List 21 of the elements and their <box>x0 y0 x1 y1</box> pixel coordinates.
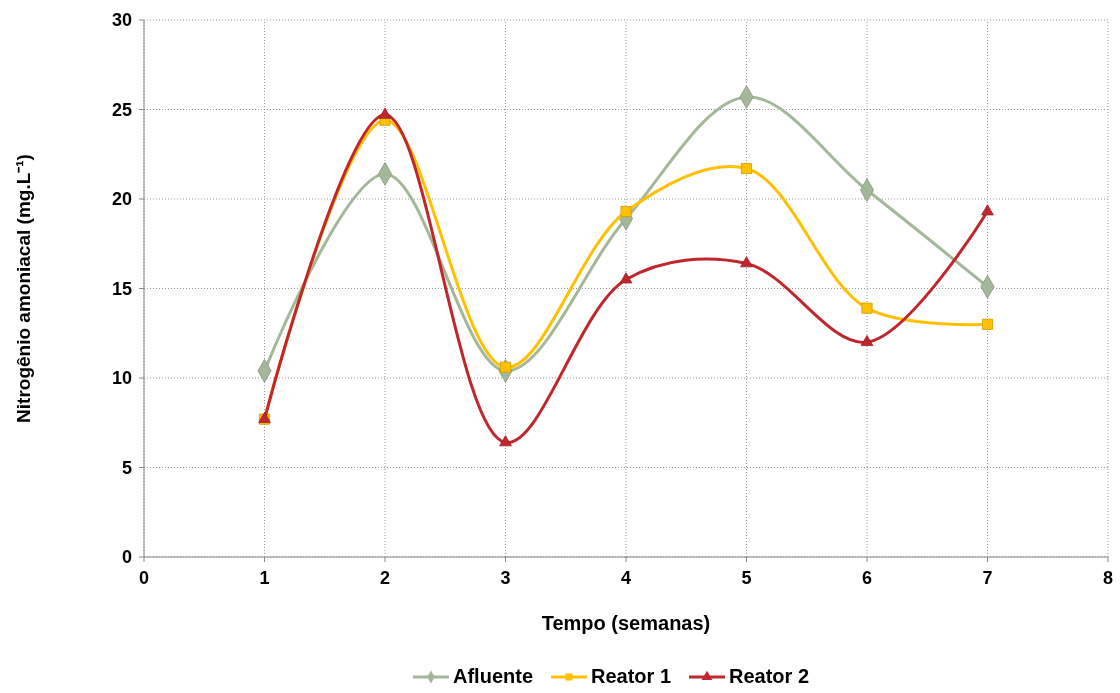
y-tick-label: 30 <box>111 10 132 30</box>
legend-label: Afluente <box>453 665 533 687</box>
y-tick-label: 20 <box>111 189 132 209</box>
x-tick-label: 7 <box>982 568 993 588</box>
y-tick-label: 10 <box>111 368 132 388</box>
y-tick-label: 5 <box>121 457 132 478</box>
x-tick-label: 6 <box>861 568 873 588</box>
x-tick-label: 1 <box>259 568 270 588</box>
x-tick-label: 5 <box>741 568 752 588</box>
x-tick-label: 2 <box>379 568 391 588</box>
x-tick-label: 0 <box>138 568 150 588</box>
x-axis-title: Tempo (semanas) <box>541 612 711 634</box>
y-tick-label: 0 <box>121 547 132 567</box>
x-tick-label: 4 <box>620 568 632 588</box>
x-tick-label: 8 <box>1102 568 1114 588</box>
y-tick-label: 15 <box>111 278 132 299</box>
legend-label: Reator 2 <box>729 665 810 687</box>
x-tick-label: 3 <box>500 568 511 588</box>
y-tick-label: 25 <box>111 99 132 120</box>
legend-label: Reator 1 <box>591 665 672 687</box>
y-axis-title: Nitrogênio amoniacal (mg.L⁻¹) <box>13 154 34 423</box>
